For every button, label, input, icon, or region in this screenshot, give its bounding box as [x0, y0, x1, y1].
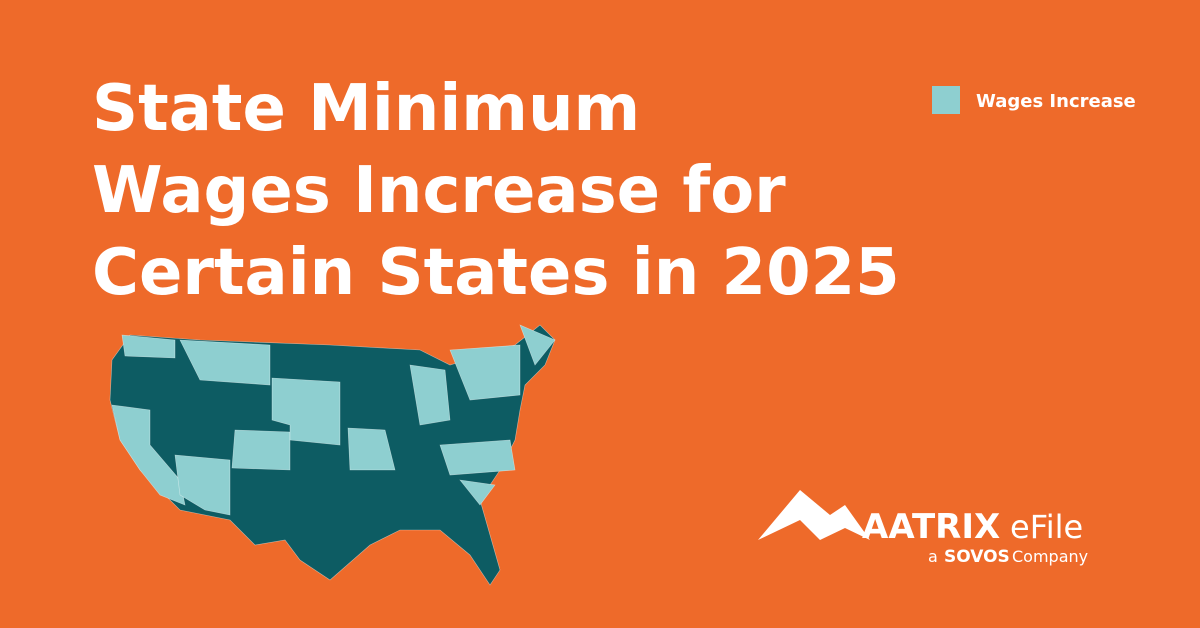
- state: [271, 377, 341, 446]
- logo: AATRIX eFile a SOVOS Company: [758, 490, 1088, 567]
- logo-parent: SOVOS: [944, 547, 1010, 567]
- title-line: Wages Increase for: [92, 154, 786, 228]
- logo-product: eFile: [1010, 508, 1083, 546]
- us-map: [109, 324, 556, 586]
- state: [409, 364, 451, 426]
- state: [111, 404, 186, 506]
- state: [519, 324, 556, 366]
- logo-brand: AATRIX: [862, 507, 1000, 547]
- title-line: Certain States in 2025: [92, 236, 900, 310]
- logo-prefix: a: [928, 547, 938, 566]
- state: [449, 344, 521, 401]
- state: [347, 427, 396, 471]
- state: [179, 339, 271, 386]
- logo-icon: [758, 490, 870, 540]
- state: [439, 439, 516, 476]
- logo-suffix: Company: [1012, 547, 1088, 566]
- state: [459, 479, 496, 506]
- legend-label: Wages Increase: [976, 91, 1136, 112]
- state: [174, 454, 231, 516]
- state: [121, 334, 176, 359]
- legend-swatch: [932, 86, 960, 114]
- state: [231, 429, 291, 471]
- title-line: State Minimum: [92, 72, 640, 146]
